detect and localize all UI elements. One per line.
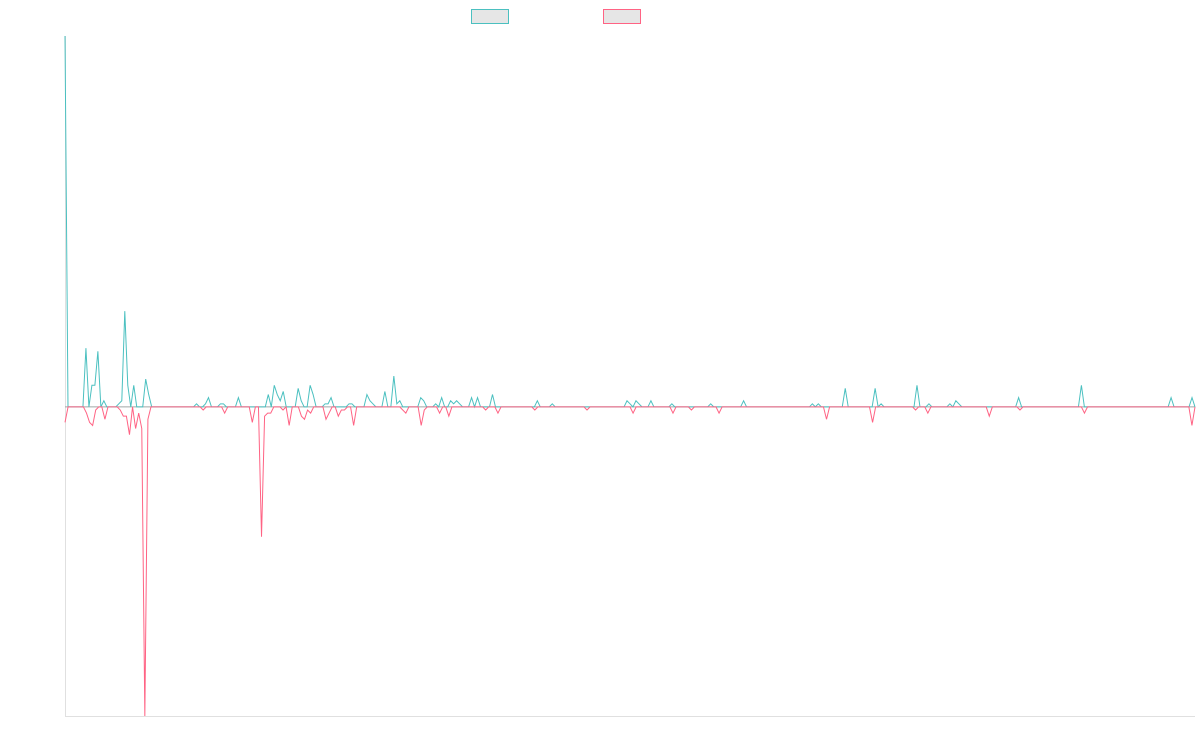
legend-swatch-series-2 [603,9,641,24]
series-line-1 [64,35,1196,409]
legend [0,9,1200,27]
legend-swatch-series-1 [471,9,509,24]
legend-item-series-1[interactable] [471,9,515,24]
series-line-2 [64,405,1196,717]
legend-item-series-2[interactable] [603,9,647,24]
